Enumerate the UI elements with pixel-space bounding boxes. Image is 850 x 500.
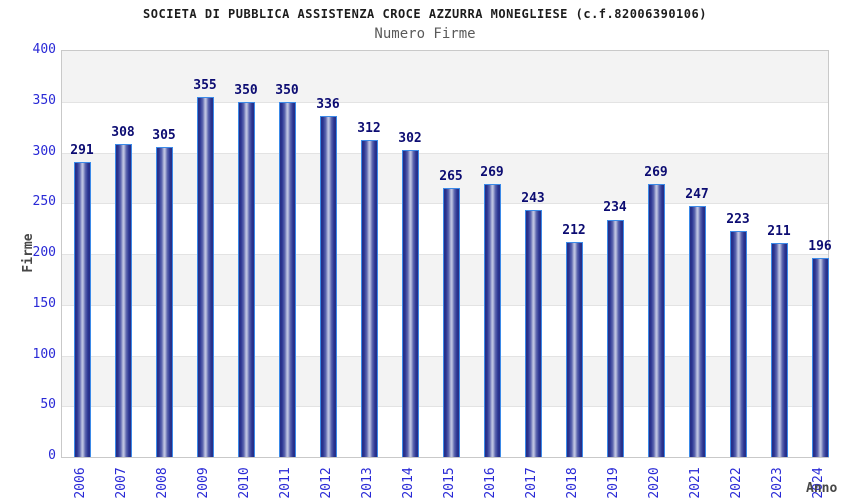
x-tick-label: 2009 xyxy=(196,467,211,499)
bar-value-label: 312 xyxy=(357,121,381,137)
bar xyxy=(647,183,665,457)
y-tick-label: 100 xyxy=(32,346,56,362)
x-tick-label: 2020 xyxy=(647,467,662,499)
y-tick-label: 200 xyxy=(32,245,56,260)
x-tick-label: 2016 xyxy=(483,467,498,499)
bar-value-label: 355 xyxy=(193,77,217,93)
bar xyxy=(237,101,255,457)
bar xyxy=(606,219,624,457)
y-tick-label: 150 xyxy=(32,295,56,311)
chart-subtitle: Numero Firme xyxy=(374,26,476,42)
background-band xyxy=(62,51,828,102)
plot-area: 291 308 305 355 350 350 336 312 302 265 269 243 212 2… xyxy=(61,50,832,458)
bar xyxy=(73,161,91,457)
bar xyxy=(442,188,460,457)
x-tick-label: 2015 xyxy=(442,467,457,499)
bar xyxy=(688,206,706,457)
gridline xyxy=(62,153,828,154)
x-tick-label: 2023 xyxy=(770,467,785,499)
x-tick-label: 2007 xyxy=(114,467,129,499)
y-tick-label: 350 xyxy=(32,92,56,108)
bar-value-label: 247 xyxy=(685,187,709,203)
bar-value-label: 243 xyxy=(521,191,545,207)
x-tick-label: 2010 xyxy=(237,467,252,499)
bar-value-label: 305 xyxy=(152,128,176,144)
bar-value-label: 265 xyxy=(439,169,463,185)
bar-value-label: 350 xyxy=(234,82,258,98)
bar-value-label: 269 xyxy=(644,164,668,180)
bar-value-label: 302 xyxy=(398,131,422,147)
bar xyxy=(483,183,501,457)
bar xyxy=(770,242,788,457)
x-axis-title: Anno xyxy=(806,481,838,496)
x-tick-label: 2014 xyxy=(401,467,416,499)
bar xyxy=(196,96,214,457)
x-tick-label: 2008 xyxy=(155,467,170,499)
x-tick-label: 2012 xyxy=(319,467,334,499)
x-tick-label: 2006 xyxy=(73,467,88,499)
bar xyxy=(565,241,583,457)
bar-value-label: 336 xyxy=(316,96,340,112)
y-tick-label: 250 xyxy=(32,194,56,210)
bar xyxy=(811,258,829,457)
bar-value-label: 223 xyxy=(726,211,750,227)
y-tick-label: 50 xyxy=(40,397,56,413)
x-tick-label: 2011 xyxy=(278,467,293,499)
bar-value-label: 196 xyxy=(808,239,832,255)
x-tick-label: 2019 xyxy=(606,467,621,499)
bar-value-label: 211 xyxy=(767,223,791,239)
bar xyxy=(360,140,378,457)
bar xyxy=(524,210,542,457)
x-tick-label: 2018 xyxy=(565,467,580,499)
bar-value-label: 269 xyxy=(480,164,504,180)
bar xyxy=(114,144,132,457)
bar-value-label: 291 xyxy=(70,142,94,158)
bar xyxy=(155,147,173,457)
bar-value-label: 308 xyxy=(111,125,135,141)
bar-value-label: 234 xyxy=(603,200,627,216)
x-tick-label: 2022 xyxy=(729,467,744,499)
x-tick-label: 2021 xyxy=(688,467,703,499)
bar xyxy=(278,101,296,457)
x-tick-label: 2013 xyxy=(360,467,375,499)
bar xyxy=(401,150,419,457)
chart-title: SOCIETA DI PUBBLICA ASSISTENZA CROCE AZZ… xyxy=(143,7,707,21)
bar-value-label: 350 xyxy=(275,82,299,98)
y-axis-title: Firme xyxy=(21,233,36,273)
y-tick-label: 300 xyxy=(32,143,56,159)
bar-value-label: 212 xyxy=(562,222,586,238)
bar xyxy=(319,115,337,457)
x-tick-label: 2017 xyxy=(524,467,539,499)
gridline xyxy=(62,102,828,103)
y-tick-label: 400 xyxy=(32,42,56,57)
y-tick-label: 0 xyxy=(48,448,56,463)
bar xyxy=(729,230,747,457)
